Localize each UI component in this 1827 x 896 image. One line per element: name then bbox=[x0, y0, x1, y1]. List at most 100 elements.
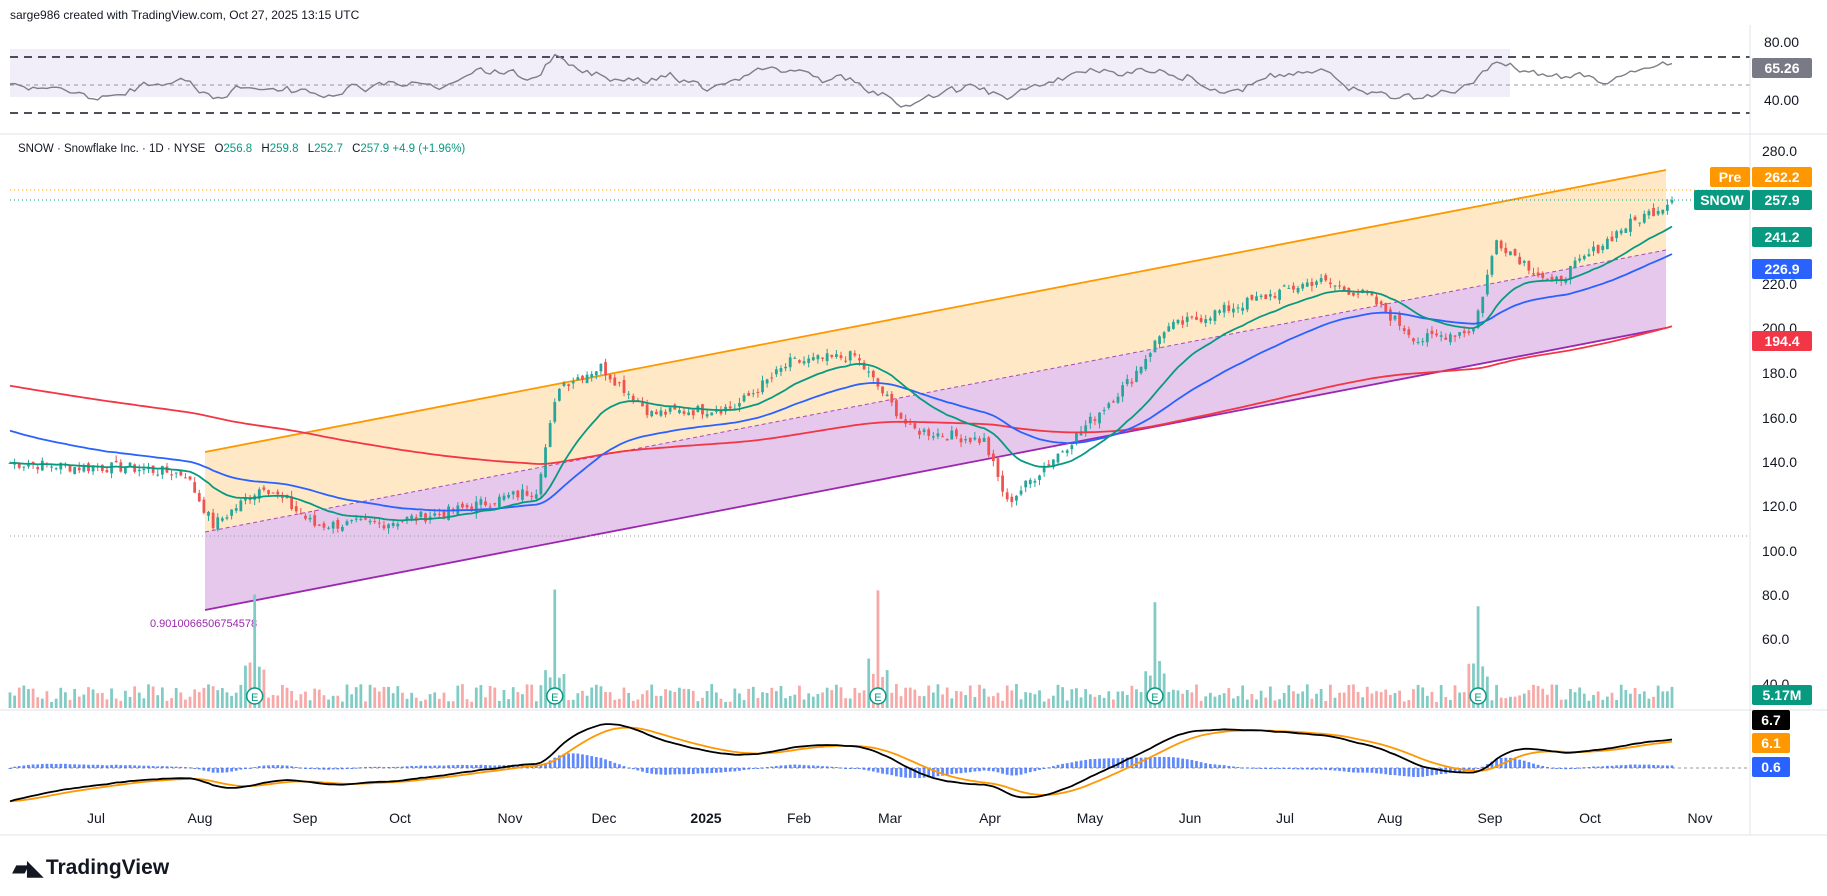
candle bbox=[225, 517, 229, 519]
volume-bar bbox=[336, 695, 340, 708]
candle bbox=[27, 464, 30, 467]
brand-name: TradingView bbox=[45, 856, 170, 879]
rsi-pane[interactable] bbox=[9, 49, 1750, 114]
macd-histogram-bar bbox=[377, 766, 381, 768]
volume-bar bbox=[220, 688, 224, 708]
macd-histogram-bar bbox=[1647, 764, 1651, 768]
volume-bar bbox=[1259, 690, 1263, 708]
volume-bar bbox=[1596, 691, 1600, 708]
earnings-marker-label: E bbox=[1474, 692, 1481, 704]
candle bbox=[1116, 396, 1120, 403]
volume-bar bbox=[13, 695, 16, 708]
earnings-marker-label: E bbox=[874, 692, 881, 704]
macd-histogram-bar bbox=[613, 762, 617, 768]
candle bbox=[197, 493, 201, 502]
macd-histogram-bar bbox=[516, 765, 520, 768]
value-badges: 65.26 Pre 262.2 SNOW 257.9 241.2 226.9 194.4 5.1… bbox=[1694, 58, 1812, 777]
candle bbox=[1592, 246, 1595, 252]
volume-bar bbox=[525, 684, 529, 708]
volume-bar bbox=[1472, 663, 1475, 708]
macd-histogram-bar bbox=[156, 766, 160, 768]
candle bbox=[465, 504, 469, 508]
candle bbox=[867, 371, 871, 373]
volume-bar bbox=[1130, 685, 1134, 708]
volume-bar bbox=[1638, 693, 1642, 708]
volume-bar bbox=[124, 690, 127, 708]
candle bbox=[802, 361, 806, 364]
volume-bar bbox=[571, 699, 575, 708]
candle bbox=[774, 369, 778, 375]
price-pane[interactable]: 0.9010066506754578 bbox=[8, 169, 1750, 630]
macd-histogram-bar bbox=[160, 766, 164, 768]
candle bbox=[1130, 381, 1134, 384]
volume-bar bbox=[714, 692, 718, 708]
macd-histogram-bar bbox=[285, 765, 289, 768]
candle bbox=[8, 462, 12, 464]
symbol-label-badge-bg bbox=[1694, 190, 1750, 210]
candle bbox=[1435, 333, 1438, 336]
macd-histogram-bar bbox=[1522, 760, 1526, 768]
rsi-axis-tick: 40.00 bbox=[1764, 92, 1799, 108]
candle bbox=[377, 522, 381, 524]
macd-histogram-bar bbox=[1033, 768, 1037, 772]
macd-histogram-bar bbox=[1661, 765, 1665, 768]
candle bbox=[1379, 301, 1383, 304]
price-axis-tick: 280.0 bbox=[1762, 143, 1797, 159]
macd-histogram-bar bbox=[1130, 757, 1134, 768]
volume-bar bbox=[433, 692, 437, 708]
macd-histogram-bar bbox=[853, 768, 857, 769]
volume-bar bbox=[1024, 692, 1028, 708]
candle bbox=[1222, 304, 1226, 313]
macd-histogram-bar bbox=[133, 765, 137, 768]
volume-bar bbox=[636, 699, 640, 708]
volume-bar bbox=[1324, 700, 1328, 708]
macd-histogram-bar bbox=[1393, 768, 1397, 776]
candle bbox=[890, 393, 894, 403]
volume-bar bbox=[668, 690, 672, 708]
candle bbox=[54, 468, 58, 470]
candle bbox=[1181, 320, 1185, 325]
macd-histogram-bar bbox=[1301, 768, 1305, 770]
candle bbox=[442, 511, 446, 518]
macd-histogram-bar bbox=[1476, 768, 1480, 769]
volume-bar bbox=[419, 701, 423, 708]
candle bbox=[437, 514, 441, 516]
symbol-value-badge: 257.9 bbox=[1764, 192, 1799, 208]
macd-histogram-bar bbox=[645, 768, 649, 774]
candle bbox=[871, 370, 875, 378]
macd-histogram-bar bbox=[899, 768, 903, 778]
macd-histogram-bar bbox=[142, 765, 146, 768]
volume-bar bbox=[1545, 694, 1549, 708]
volume-bar bbox=[1661, 691, 1665, 708]
volume-bar bbox=[1458, 692, 1462, 708]
volume-bar bbox=[461, 684, 464, 708]
volume-bar bbox=[821, 692, 824, 708]
macd-histogram-bar bbox=[91, 764, 95, 768]
macd-pane[interactable] bbox=[8, 723, 1750, 803]
volume-bar bbox=[137, 692, 141, 708]
macd-histogram-bar bbox=[1499, 757, 1503, 768]
macd-histogram-bar bbox=[1204, 763, 1208, 768]
candle bbox=[1569, 266, 1572, 280]
time-axis-label: Aug bbox=[188, 810, 213, 826]
macd-histogram-bar bbox=[908, 768, 912, 778]
macd-histogram-bar bbox=[913, 768, 917, 778]
candle bbox=[941, 436, 944, 438]
macd-histogram-bar bbox=[87, 764, 90, 768]
volume-bar bbox=[1088, 694, 1092, 708]
candle bbox=[668, 407, 672, 412]
candle bbox=[821, 357, 824, 359]
volume-bar bbox=[410, 692, 414, 708]
volume-bar bbox=[539, 685, 543, 708]
macd-histogram-bar bbox=[1158, 756, 1161, 768]
price-axis-tick: 220.0 bbox=[1762, 276, 1797, 292]
macd-histogram-bar bbox=[1028, 768, 1032, 773]
macd-histogram-bar bbox=[1024, 768, 1028, 774]
candle bbox=[1453, 335, 1457, 337]
macd-histogram-bar bbox=[1001, 768, 1004, 774]
macd-histogram-bar bbox=[170, 766, 173, 768]
volume-bar bbox=[654, 695, 658, 708]
candle bbox=[220, 518, 224, 521]
tradingview-brand[interactable]: ▰◣ TradingView bbox=[12, 855, 169, 881]
